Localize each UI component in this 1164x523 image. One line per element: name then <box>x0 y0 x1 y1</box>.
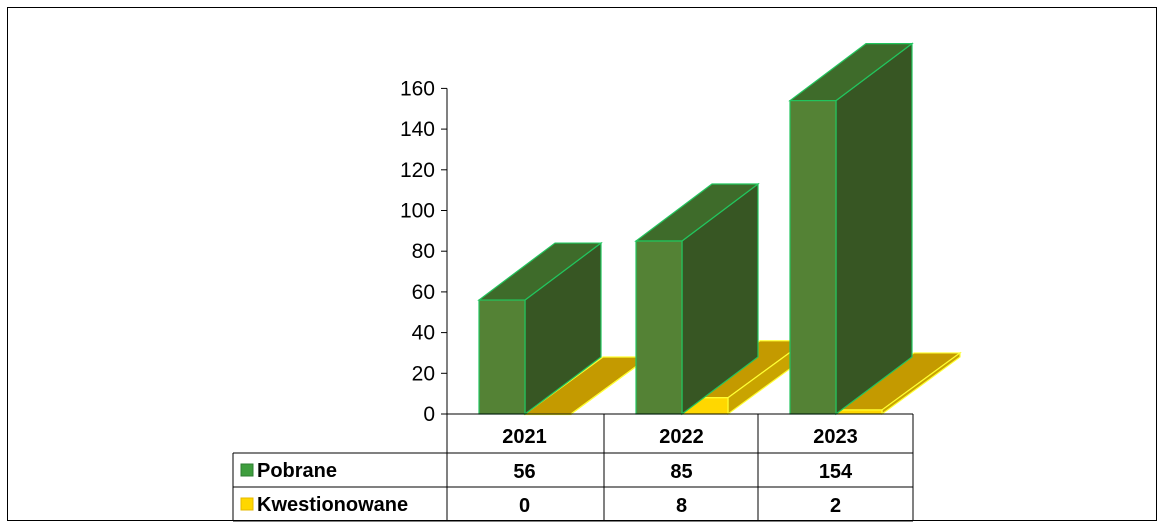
table-cell-value: 2 <box>830 495 841 517</box>
legend-key-kwestionowane <box>240 497 254 511</box>
legend-key-pobrane <box>240 463 254 477</box>
x-category-label: 2023 <box>813 426 858 448</box>
y-axis: 0 20 40 60 80 100 120 140 160 <box>400 77 448 426</box>
table-cell-value: 8 <box>676 495 687 517</box>
y-tick-label: 140 <box>400 118 435 141</box>
legend-label-pobrane: Pobrane <box>257 460 337 482</box>
y-tick-label: 0 <box>423 403 435 426</box>
y-tick-label: 160 <box>400 77 435 100</box>
bar-pobrane-front <box>635 240 683 415</box>
legend-label-kwestionowane: Kwestionowane <box>257 494 408 516</box>
bar-pobrane-front <box>478 299 526 415</box>
table-cell-value: 56 <box>513 461 535 483</box>
y-tick-label: 20 <box>412 362 435 385</box>
y-tick-label: 80 <box>412 240 435 263</box>
y-tick-label: 120 <box>400 159 435 182</box>
chart-frame: 0 20 40 60 80 100 120 140 160 2021 2022 2023 Pobran… <box>7 7 1157 522</box>
table-cell-value: 154 <box>819 461 853 483</box>
data-table: 2021 2022 2023 Pobrane 56 85 154 Kwestionowane 0… <box>232 413 914 522</box>
table-cell-value: 85 <box>670 461 692 483</box>
y-tick-label: 100 <box>400 200 435 223</box>
bars <box>477 42 962 416</box>
bar-pobrane-front <box>789 100 837 415</box>
x-category-label: 2022 <box>659 426 704 448</box>
bar-kwestionowane-front <box>835 409 883 415</box>
y-tick-label: 40 <box>412 322 435 345</box>
y-tick-label: 60 <box>412 281 435 304</box>
table-cell-value: 0 <box>519 495 530 517</box>
bar-pobrane-side <box>835 42 913 416</box>
x-category-label: 2021 <box>502 426 547 448</box>
